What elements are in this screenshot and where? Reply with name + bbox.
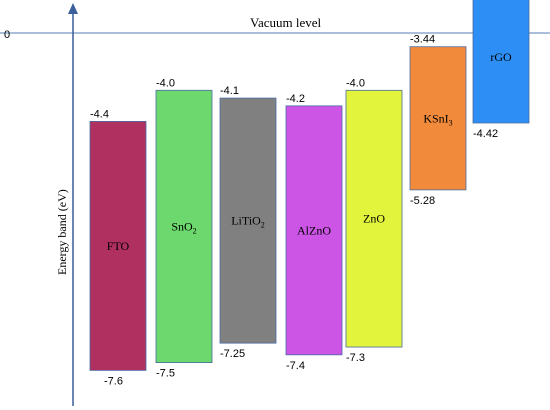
axis-label: Energy band (eV) xyxy=(55,189,69,275)
layer-bottom-value-0: -7.6 xyxy=(104,375,123,387)
layer-top-value-0: -4.4 xyxy=(90,108,109,120)
layer-bottom-value-4: -7.3 xyxy=(346,352,365,364)
layer-band-2 xyxy=(219,97,277,344)
layer-band-1 xyxy=(155,89,213,363)
layer-name-5: KSnI3 xyxy=(423,111,452,127)
layer-bottom-value-6: -4.42 xyxy=(473,128,498,140)
layer-bottom-value-5: -5.28 xyxy=(410,195,435,207)
zero-label: 0 xyxy=(4,29,10,41)
layer-top-value-1: -4.0 xyxy=(156,77,175,89)
layer-name-4: ZnO xyxy=(363,212,385,226)
axis-arrow-icon xyxy=(68,3,78,14)
layer-top-value-5: -3.44 xyxy=(410,34,435,46)
layers-group: -4.4 -7.6 FTO -4.0 -7.5 SnO2 -4.1 -7.25 LiTiO2 -4… xyxy=(89,0,530,387)
layer-name-1: SnO2 xyxy=(171,219,196,235)
layer-name-2: LiTiO2 xyxy=(231,214,265,230)
layer-band-0 xyxy=(89,121,147,371)
layer-bottom-value-3: -7.4 xyxy=(286,360,305,372)
layer-band-4 xyxy=(345,89,403,348)
layer-name-3: AlZnO xyxy=(297,223,331,237)
layer-bottom-value-1: -7.5 xyxy=(156,368,175,380)
layer-name-6: rGO xyxy=(490,50,512,64)
layer-band-6 xyxy=(472,0,530,124)
layer-bottom-value-2: -7.25 xyxy=(220,348,245,360)
layer-top-value-2: -4.1 xyxy=(220,85,239,97)
layer-top-value-3: -4.2 xyxy=(286,93,305,105)
layer-name-0: FTO xyxy=(107,239,130,253)
layer-top-value-4: -4.0 xyxy=(346,77,365,89)
vacuum-level-label: Vacuum level xyxy=(250,15,322,30)
layer-band-5 xyxy=(409,46,467,191)
layer-band-3 xyxy=(285,105,343,356)
